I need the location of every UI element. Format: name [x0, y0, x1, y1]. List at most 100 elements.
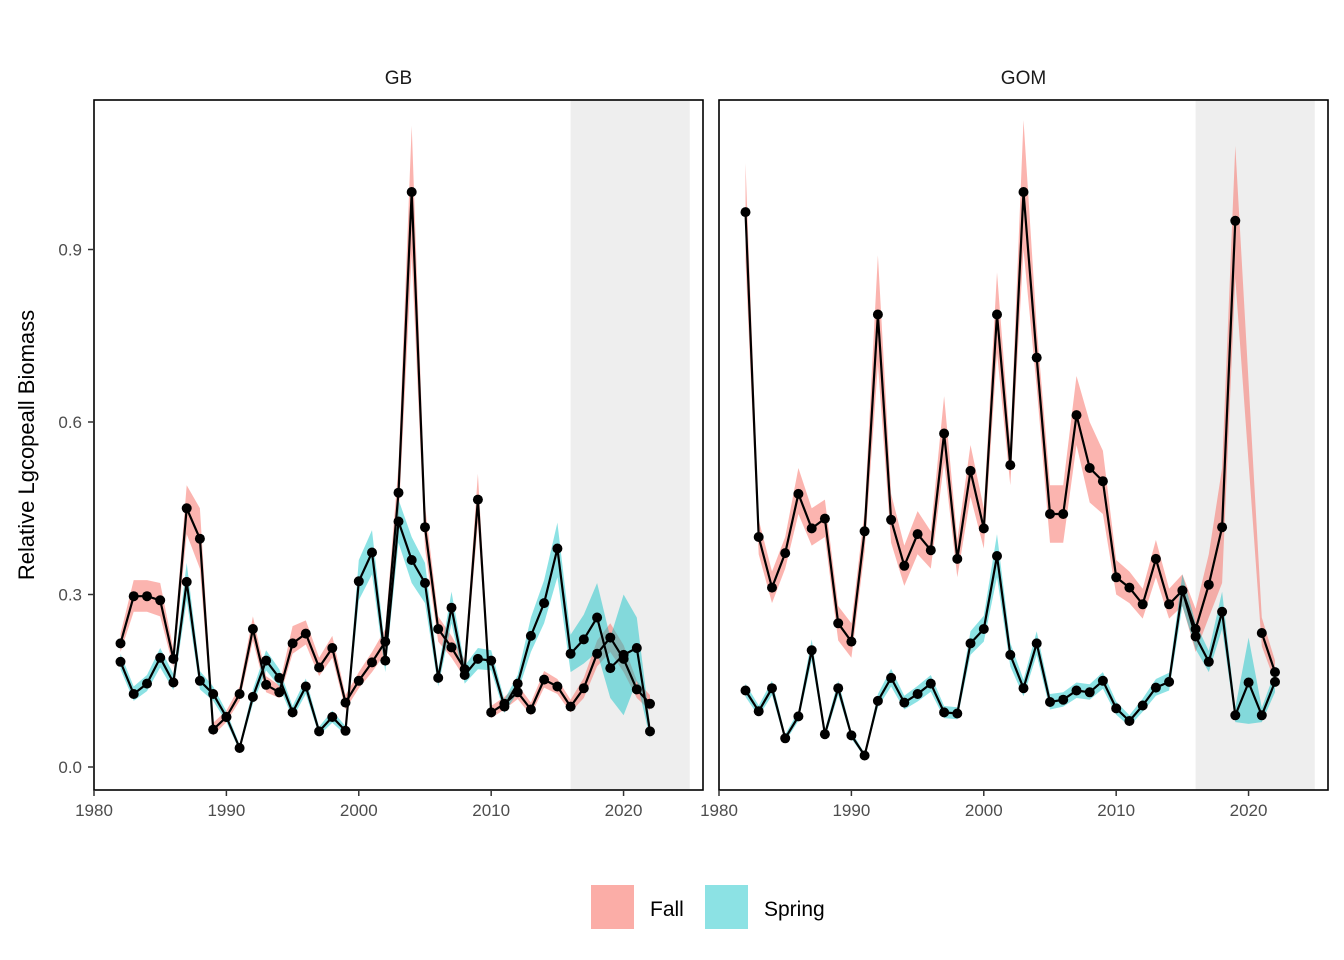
- point-spring: [939, 707, 950, 718]
- panel-title: GOM: [1001, 68, 1046, 89]
- point-fall: [833, 618, 844, 629]
- point-spring: [552, 543, 563, 554]
- point-fall: [274, 687, 285, 698]
- point-spring: [1243, 677, 1254, 688]
- point-spring: [380, 655, 391, 666]
- point-spring: [327, 712, 338, 722]
- point-fall: [899, 560, 910, 571]
- x-tick-label: 2020: [605, 801, 643, 820]
- point-fall: [605, 632, 616, 643]
- point-spring: [899, 697, 910, 708]
- point-fall: [939, 428, 950, 439]
- point-spring: [1256, 710, 1267, 721]
- point-fall: [1045, 509, 1055, 519]
- x-tick-label: 2000: [340, 801, 378, 820]
- point-fall: [1097, 476, 1108, 487]
- panels-layer: GB 1980 1990 2000 2010 2020 0.0 0.3 0.6 0.9 GOM 198…: [58, 68, 1329, 820]
- point-fall: [978, 523, 989, 534]
- point-spring: [1164, 676, 1175, 687]
- point-fall: [740, 207, 751, 218]
- point-fall: [420, 522, 430, 533]
- point-spring: [912, 689, 923, 699]
- line-fall: [744, 190, 1237, 643]
- point-fall: [314, 662, 325, 673]
- point-spring: [1124, 716, 1135, 726]
- point-fall: [472, 494, 483, 505]
- point-spring: [446, 602, 457, 613]
- shaded-region: [1195, 100, 1315, 790]
- point-fall: [327, 643, 338, 653]
- point-fall: [261, 679, 272, 690]
- point-fall: [287, 638, 298, 649]
- point-spring: [1150, 682, 1161, 693]
- point-spring: [592, 612, 603, 623]
- point-spring: [314, 726, 325, 737]
- point-fall: [1203, 579, 1214, 590]
- legend: Fall Spring: [591, 885, 825, 929]
- point-spring: [753, 706, 764, 717]
- point-spring: [1190, 631, 1201, 642]
- point-fall: [859, 526, 870, 537]
- point-fall: [1150, 553, 1161, 564]
- point-fall: [965, 465, 976, 476]
- y-tick-label: 0.0: [58, 758, 82, 777]
- point-fall: [578, 683, 589, 694]
- point-fall: [952, 553, 963, 564]
- point-spring: [886, 672, 897, 683]
- legend-label-fall: Fall: [650, 898, 684, 921]
- x-tick-label: 1990: [832, 801, 870, 820]
- point-spring: [605, 663, 616, 674]
- legend-label-spring: Spring: [764, 898, 825, 921]
- point-spring: [261, 655, 272, 666]
- point-fall: [872, 309, 883, 320]
- point-spring: [367, 547, 377, 558]
- point-fall: [128, 591, 139, 602]
- point-spring: [115, 656, 126, 667]
- x-tick-label: 1980: [75, 801, 113, 820]
- point-spring: [618, 649, 629, 660]
- point-fall: [1111, 572, 1122, 583]
- x-tick-label: 2000: [965, 801, 1003, 820]
- point-spring: [142, 678, 152, 689]
- point-fall: [925, 545, 936, 556]
- point-fall: [1230, 215, 1241, 226]
- point-fall: [1031, 352, 1042, 363]
- point-spring: [565, 648, 576, 659]
- point-fall: [1190, 624, 1201, 634]
- legend-key-fall: [591, 885, 634, 929]
- point-spring: [1097, 675, 1108, 686]
- point-spring: [1111, 703, 1122, 714]
- point-fall: [780, 548, 791, 559]
- x-tick-label: 2020: [1230, 801, 1268, 820]
- point-spring: [1005, 649, 1016, 660]
- line-fall: [1260, 632, 1277, 673]
- point-fall: [247, 624, 258, 634]
- point-spring: [472, 653, 483, 664]
- point-spring: [1031, 638, 1042, 649]
- point-fall: [1124, 582, 1135, 593]
- point-spring: [499, 701, 510, 712]
- point-spring: [1270, 676, 1280, 687]
- point-fall: [1137, 599, 1148, 610]
- ribbon-fall: [745, 120, 1275, 682]
- point-fall: [406, 187, 417, 197]
- point-spring: [631, 643, 642, 653]
- y-axis-label: Relative Lgcopeall Biomass: [14, 310, 39, 580]
- panel-title: GB: [385, 68, 412, 89]
- y-tick-label: 0.9: [58, 241, 82, 260]
- point-fall: [1018, 187, 1029, 197]
- point-fall: [806, 523, 817, 534]
- point-spring: [512, 678, 523, 689]
- point-spring: [645, 726, 655, 737]
- point-spring: [194, 675, 205, 686]
- point-spring: [234, 743, 245, 753]
- point-spring: [965, 638, 976, 649]
- point-fall: [181, 503, 192, 514]
- x-tick-label: 2010: [1097, 801, 1135, 820]
- point-spring: [393, 516, 404, 527]
- point-fall: [340, 697, 351, 708]
- point-spring: [300, 681, 311, 692]
- point-fall: [539, 674, 550, 685]
- point-spring: [806, 645, 817, 656]
